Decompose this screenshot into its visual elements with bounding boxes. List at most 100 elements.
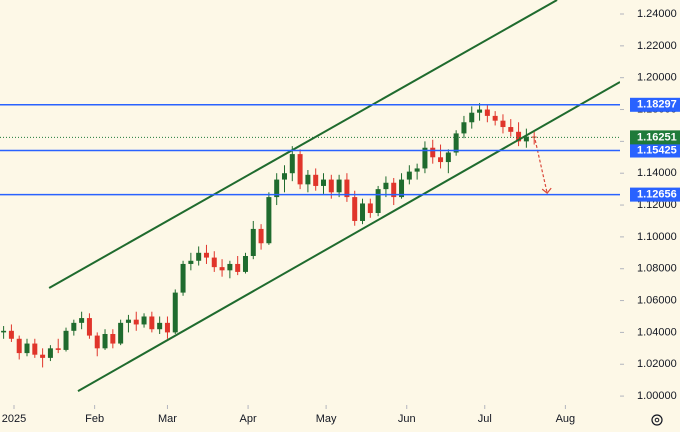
candle-body bbox=[196, 252, 202, 261]
y-tick-label: 1.12000 bbox=[637, 199, 677, 211]
candle-body bbox=[79, 318, 85, 323]
candle-body bbox=[321, 179, 327, 186]
y-tick-label: 1.02000 bbox=[637, 358, 677, 370]
x-tick-label: 2025 bbox=[2, 413, 26, 425]
level-label-box bbox=[630, 187, 680, 202]
candle-body bbox=[266, 197, 272, 244]
candle-body bbox=[110, 333, 116, 344]
candle-body bbox=[235, 263, 241, 272]
level-label: 1.12656 bbox=[637, 189, 677, 201]
candle-body bbox=[336, 179, 342, 193]
candle-body bbox=[258, 228, 264, 244]
projection-arrow bbox=[534, 139, 548, 194]
last-price-box bbox=[630, 130, 680, 145]
candle-body bbox=[367, 203, 373, 214]
plot-area bbox=[1, 0, 620, 393]
candle-body bbox=[500, 120, 506, 128]
x-tick-label: Apr bbox=[240, 413, 257, 425]
candle-body bbox=[71, 322, 77, 331]
x-tick-label: Feb bbox=[85, 413, 104, 425]
candle-body bbox=[40, 354, 46, 358]
candle-body bbox=[492, 115, 498, 121]
candle-body bbox=[289, 154, 295, 174]
candle-body bbox=[16, 338, 22, 354]
y-tick-label: 1.14000 bbox=[637, 167, 677, 179]
candle-body bbox=[86, 318, 92, 336]
candle-body bbox=[516, 131, 522, 142]
candle-body bbox=[445, 152, 451, 163]
candle-body bbox=[219, 267, 225, 271]
candle-body bbox=[313, 174, 319, 186]
candle-body bbox=[375, 189, 381, 214]
candle-body bbox=[8, 330, 14, 339]
candle-body bbox=[24, 343, 30, 354]
candle-body bbox=[399, 179, 405, 198]
candle-body bbox=[438, 157, 444, 163]
candle-body bbox=[164, 322, 170, 333]
candle-body bbox=[203, 252, 209, 258]
candle-body bbox=[188, 260, 194, 264]
y-tick-label: 1.06000 bbox=[637, 294, 677, 306]
candle-body bbox=[328, 179, 334, 193]
x-tick-label: May bbox=[316, 413, 337, 425]
y-tick-label: 1.10000 bbox=[637, 231, 677, 243]
candle-body bbox=[508, 127, 514, 132]
y-tick-label: 1.22000 bbox=[637, 40, 677, 52]
y-tick-label: 1.00000 bbox=[637, 390, 677, 402]
candle-body bbox=[281, 173, 287, 180]
candle-body bbox=[1, 330, 7, 333]
x-tick-label: Mar bbox=[158, 413, 177, 425]
candle-body bbox=[297, 154, 303, 185]
candle-body bbox=[172, 292, 178, 333]
candle-body bbox=[274, 179, 280, 198]
candle-body bbox=[141, 316, 147, 325]
candle-body bbox=[430, 147, 436, 158]
candle-body bbox=[391, 182, 397, 198]
candle-body bbox=[414, 168, 420, 172]
candle-body bbox=[453, 133, 459, 153]
settings-icon[interactable] bbox=[651, 414, 663, 426]
x-tick-label: Aug bbox=[556, 413, 576, 425]
candle-body bbox=[32, 343, 38, 355]
last-price-label: 1.16251 bbox=[637, 131, 677, 143]
y-tick-label: 1.04000 bbox=[637, 326, 677, 338]
y-tick-label: 1.20000 bbox=[637, 72, 677, 84]
candle-body bbox=[461, 122, 467, 134]
candle-body bbox=[305, 174, 311, 185]
candle-body bbox=[477, 109, 483, 113]
candle-body bbox=[469, 112, 475, 123]
candle-body bbox=[94, 335, 100, 349]
projection-arrow-head bbox=[541, 187, 552, 194]
candle-body bbox=[422, 147, 428, 169]
level-label: 1.15425 bbox=[637, 144, 677, 156]
candle-body bbox=[227, 263, 233, 271]
y-tick-label: 1.08000 bbox=[637, 263, 677, 275]
candle-body bbox=[484, 109, 490, 116]
candle-body bbox=[102, 333, 108, 349]
candle-body bbox=[133, 319, 139, 325]
y-tick-label: 1.24000 bbox=[637, 8, 677, 20]
candle-body bbox=[250, 228, 256, 256]
candle-body bbox=[406, 171, 412, 180]
candle-body bbox=[383, 182, 389, 190]
candle-body bbox=[125, 319, 131, 323]
level-label: 1.18297 bbox=[637, 99, 677, 111]
candle-body bbox=[360, 203, 366, 221]
level-label-box bbox=[630, 143, 680, 158]
candle-body bbox=[344, 179, 350, 198]
trend-line bbox=[48, 0, 558, 289]
candle-body bbox=[180, 263, 186, 293]
candle-body bbox=[523, 136, 529, 142]
candle-body bbox=[118, 322, 124, 344]
x-tick-label: Jul bbox=[478, 413, 492, 425]
candle-body bbox=[211, 257, 217, 268]
x-tick-label: Jun bbox=[398, 413, 416, 425]
candle-body bbox=[352, 197, 358, 221]
trend-line bbox=[77, 81, 620, 393]
level-label-box bbox=[630, 97, 680, 112]
candle-body bbox=[63, 330, 69, 350]
candle-body bbox=[47, 348, 53, 358]
candle-body bbox=[242, 255, 248, 272]
